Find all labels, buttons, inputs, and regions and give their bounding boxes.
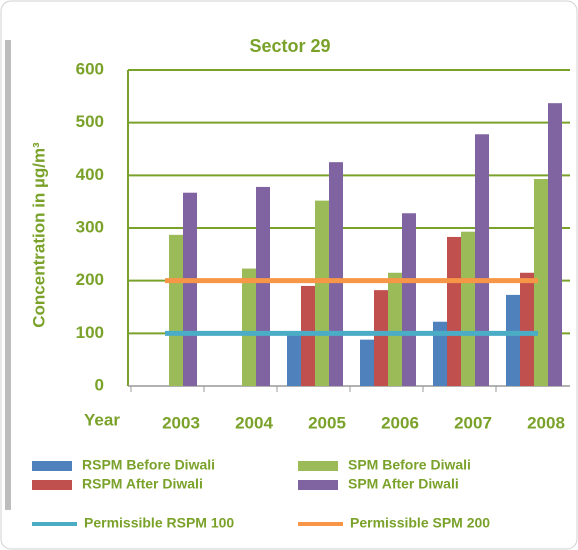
bar [548,103,562,387]
bar [433,321,447,386]
bar [287,333,301,386]
x-tick-label: 2007 [454,413,492,432]
bar [506,294,520,386]
bar [388,272,402,386]
legend-swatch [298,461,338,471]
x-tick-label: 2003 [162,413,200,432]
legend-label: Permissible SPM 200 [350,515,490,531]
legend-swatch [32,461,72,471]
bar [183,192,197,386]
x-axis-label: Year [84,410,120,429]
legend-swatch [298,480,338,490]
bar [447,236,461,386]
legend-label: Permissible RSPM 100 [84,515,234,531]
legend-label: RSPM Before Diwali [82,457,215,473]
x-tick-label: 2004 [235,413,273,432]
bar [242,268,256,386]
y-tick-label: 600 [76,59,104,78]
y-tick-label: 300 [76,217,104,236]
bar [475,134,489,386]
y-tick-label: 100 [76,323,104,342]
legend-label: SPM After Diwali [348,476,459,492]
legend-label: RSPM After Diwali [82,476,203,492]
legend-swatch [32,480,72,490]
bar [520,272,534,386]
bar [402,213,416,386]
y-tick-label: 0 [95,375,104,394]
bar [169,234,183,386]
y-tick-label: 200 [76,270,104,289]
x-tick-label: 2008 [527,413,565,432]
bar [329,162,343,386]
bar [301,285,315,386]
x-tick-label: 2006 [381,413,419,432]
bar [256,186,270,386]
x-tick-label: 2005 [308,413,346,432]
bar [360,339,374,386]
legend-label: SPM Before Diwali [348,457,471,473]
y-tick-label: 400 [76,165,104,184]
chart-title: Sector 29 [249,36,330,56]
y-tick-label: 500 [76,112,104,131]
side-bar [5,40,11,510]
bar [374,290,388,386]
bar [461,231,475,386]
bar [315,200,329,386]
y-axis-label: Concentration in µg/m³ [29,142,48,328]
